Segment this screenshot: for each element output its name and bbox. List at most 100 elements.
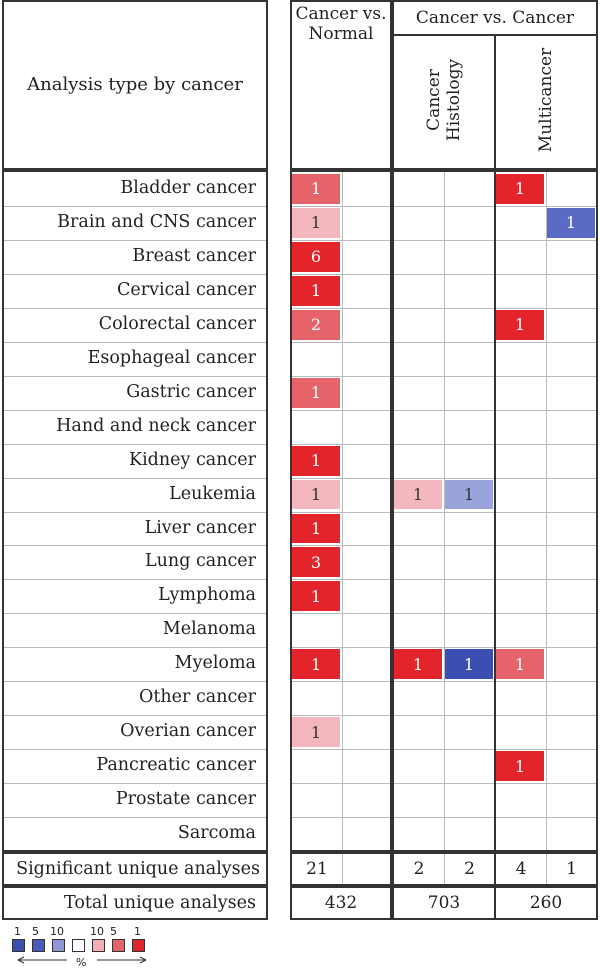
row-label: Leukemia xyxy=(169,483,256,504)
row-gridline xyxy=(496,307,596,309)
row-gridline xyxy=(394,273,494,275)
heatmap-cell: 1 xyxy=(445,479,493,510)
row-gridline xyxy=(394,205,494,207)
summary-divider xyxy=(342,854,343,884)
cvc-header-panel: Cancer vs. Cancer xyxy=(392,0,598,36)
row-gridline xyxy=(394,681,494,683)
row-gridline xyxy=(292,239,390,241)
row-gridline xyxy=(292,205,390,207)
row-gridline xyxy=(292,273,390,275)
row-label: Gastric cancer xyxy=(126,381,256,402)
row-gridline xyxy=(394,647,494,649)
row-gridline xyxy=(292,477,390,479)
row-gridline xyxy=(4,409,266,411)
legend-swatch xyxy=(52,939,65,952)
legend-swatch xyxy=(12,939,25,952)
legend-percent-label: % xyxy=(76,956,87,969)
row-label: Sarcoma xyxy=(177,823,256,844)
row-gridline xyxy=(496,273,596,275)
legend-swatch xyxy=(92,939,105,952)
row-label: Liver cancer xyxy=(144,517,256,538)
hist-header-panel: Cancer Histology xyxy=(392,34,496,170)
legend-label: 10 xyxy=(90,925,104,938)
row-gridline xyxy=(394,409,494,411)
heatmap-cell: 1 xyxy=(496,751,544,782)
row-gridline xyxy=(496,579,596,581)
row-gridline xyxy=(394,579,494,581)
column-divider xyxy=(444,172,445,850)
row-gridline xyxy=(496,749,596,751)
row-gridline xyxy=(4,443,266,445)
column-divider xyxy=(546,172,547,850)
summary-significant-hist-panel: 2 2 xyxy=(392,852,496,886)
heatmap-cell: 1 xyxy=(394,649,442,680)
row-gridline xyxy=(4,205,266,207)
row-gridline xyxy=(4,511,266,513)
row-labels-panel: Bladder cancer Brain and CNS cancer Breast… xyxy=(2,170,268,852)
summary-significant-multi-panel: 4 1 xyxy=(494,852,598,886)
significant-cvn-value: 21 xyxy=(306,859,328,879)
color-legend: 1 5 10 10 5 1% xyxy=(12,925,162,971)
legend-swatch xyxy=(132,939,145,952)
summary-total-cvn-panel: 432 xyxy=(290,886,392,920)
significant-hist-down-value: 2 xyxy=(464,859,475,879)
row-gridline xyxy=(292,443,390,445)
significant-label: Significant unique analyses xyxy=(16,858,260,879)
row-gridline xyxy=(292,579,390,581)
legend-swatch xyxy=(72,939,85,952)
row-header-panel: Analysis type by cancer xyxy=(2,0,268,170)
row-gridline xyxy=(292,681,390,683)
legend-label: 5 xyxy=(110,925,117,938)
row-gridline xyxy=(4,273,266,275)
row-gridline xyxy=(496,477,596,479)
significant-multi-down-value: 1 xyxy=(566,859,577,879)
multi-header-panel: Multicancer xyxy=(494,34,598,170)
row-gridline xyxy=(4,545,266,547)
row-label: Pancreatic cancer xyxy=(96,755,256,776)
row-gridline xyxy=(4,477,266,479)
row-gridline xyxy=(394,749,494,751)
row-gridline xyxy=(496,783,596,785)
heatmap-cell: 3 xyxy=(292,547,340,578)
heatmap-cell: 1 xyxy=(292,513,340,544)
summary-total-label-panel: Total unique analyses xyxy=(2,886,268,920)
heatmap-cell: 1 xyxy=(547,207,595,238)
row-gridline xyxy=(394,341,494,343)
row-gridline xyxy=(496,511,596,513)
row-gridline xyxy=(292,715,390,717)
row-header-title: Analysis type by cancer xyxy=(27,74,243,96)
legend-label: 10 xyxy=(50,925,64,938)
row-gridline xyxy=(4,375,266,377)
row-gridline xyxy=(292,817,390,819)
row-label: Other cancer xyxy=(139,687,256,708)
row-label: Breast cancer xyxy=(132,245,256,266)
legend-label: 5 xyxy=(32,925,39,938)
row-gridline xyxy=(394,443,494,445)
total-cvn-value: 432 xyxy=(324,893,358,913)
row-gridline xyxy=(496,545,596,547)
heatmap-cell: 1 xyxy=(496,174,544,204)
row-gridline xyxy=(292,511,390,513)
row-gridline xyxy=(496,647,596,649)
row-label: Colorectal cancer xyxy=(98,313,256,334)
row-gridline xyxy=(4,817,266,819)
row-gridline xyxy=(4,749,266,751)
legend-label: 1 xyxy=(134,925,141,938)
row-gridline xyxy=(4,647,266,649)
summary-total-hist-panel: 703 xyxy=(392,886,496,920)
row-gridline xyxy=(4,783,266,785)
row-gridline xyxy=(394,511,494,513)
summary-divider xyxy=(444,854,445,884)
row-label: Overian cancer xyxy=(120,721,256,742)
total-hist-value: 703 xyxy=(427,893,461,913)
row-label: Hand and neck cancer xyxy=(56,415,256,436)
heatmap-cell: 6 xyxy=(292,241,340,272)
heatmap-cell: 1 xyxy=(292,649,340,680)
row-label: Bladder cancer xyxy=(120,178,256,198)
summary-significant-label-panel: Significant unique analyses xyxy=(2,852,268,886)
cvn-header-title: Cancer vs. Normal xyxy=(295,4,387,45)
row-gridline xyxy=(394,613,494,615)
row-gridline xyxy=(394,783,494,785)
row-gridline xyxy=(394,817,494,819)
heatmap-cell: 1 xyxy=(292,479,340,510)
